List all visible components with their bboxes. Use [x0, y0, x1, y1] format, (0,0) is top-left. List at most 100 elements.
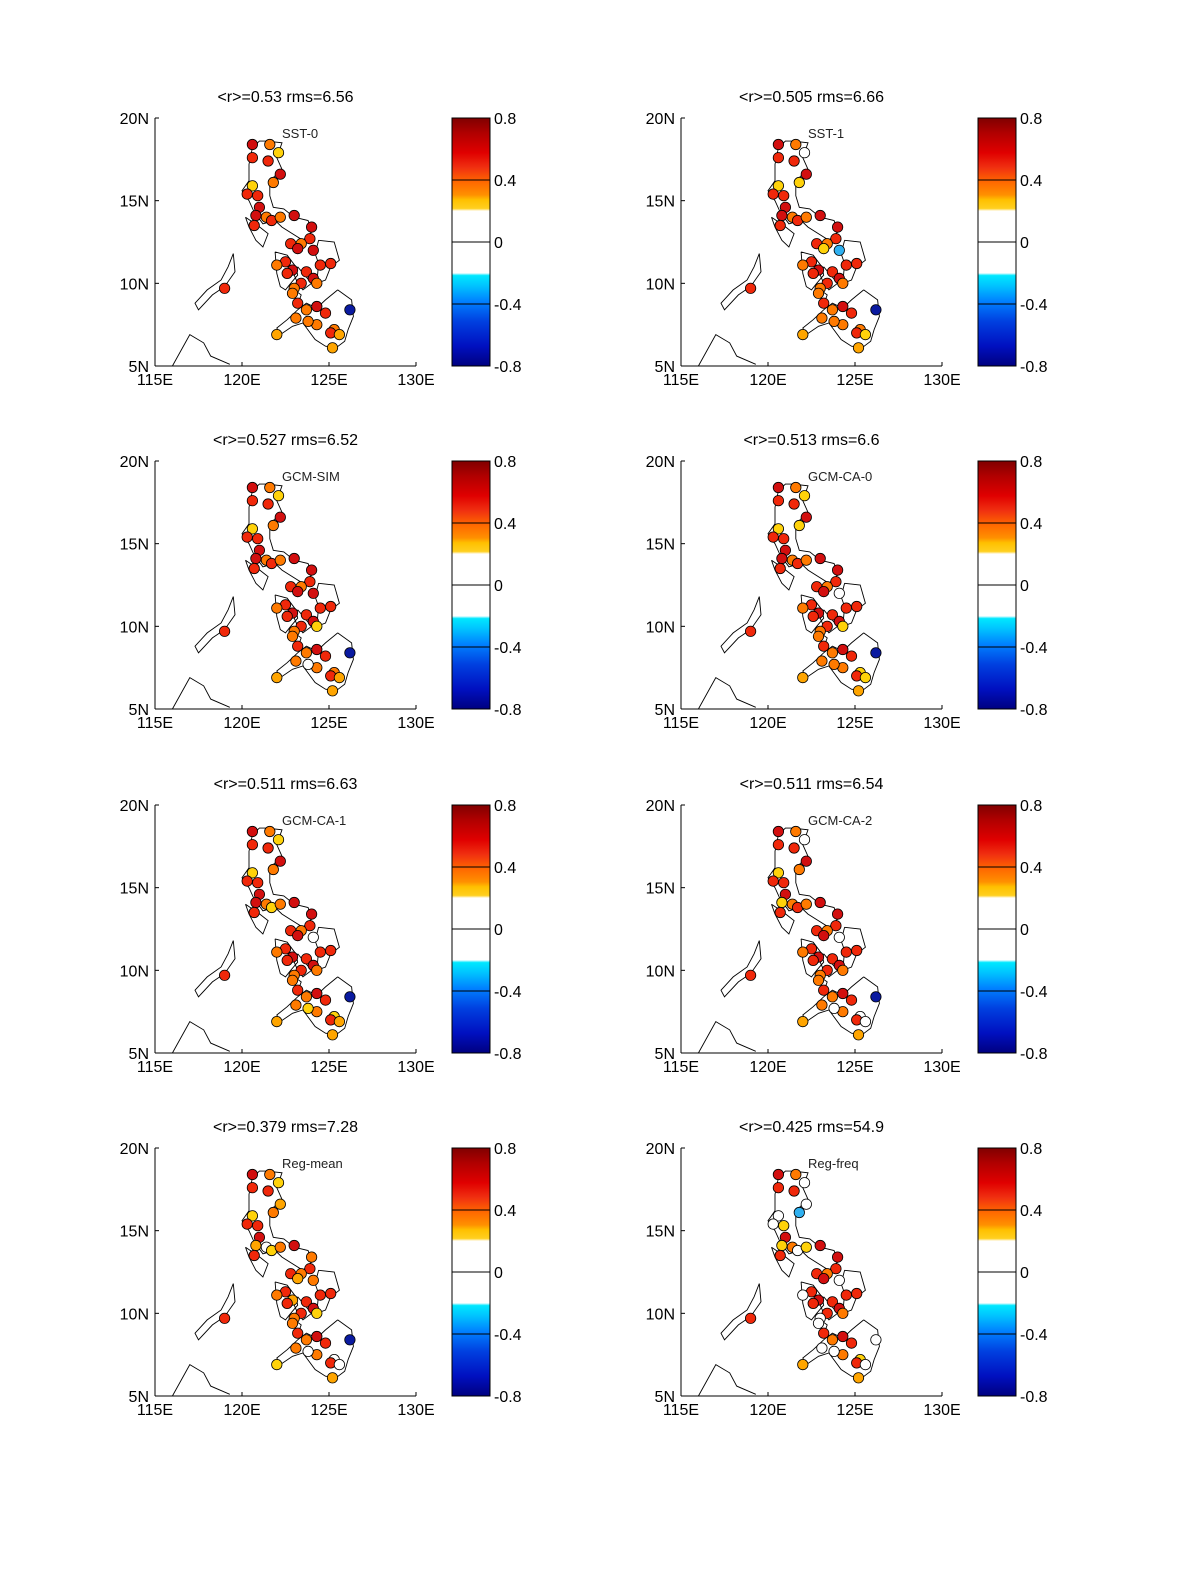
coastline-3 [194, 940, 236, 998]
station-marker [307, 587, 319, 599]
station-marker [833, 931, 845, 943]
station-marker [772, 180, 785, 192]
coastline-3 [720, 596, 762, 654]
y-tick-label: 20N [646, 454, 675, 471]
coastline-8 [802, 289, 880, 349]
station-marker [818, 929, 830, 942]
station-marker [248, 219, 260, 232]
station-marker [826, 1334, 839, 1346]
station-marker [831, 908, 844, 920]
station-marker [252, 190, 264, 202]
panel-title: <r>=0.505 rms=6.66 [739, 89, 884, 106]
x-tick-label: 115E [663, 1402, 699, 1419]
colorbar-tick-label: -0.8 [494, 1046, 522, 1063]
x-tick-label: 125E [310, 715, 347, 732]
y-tick-label: 5N [655, 359, 675, 376]
station-marker [241, 531, 253, 543]
panel-title: <r>=0.511 rms=6.63 [214, 776, 358, 793]
y-tick-label: 5N [129, 702, 149, 719]
station-marker [264, 138, 276, 151]
station-marker [816, 999, 828, 1011]
panel-label: SST-0 [282, 126, 318, 141]
colorbar-tick-label: -0.4 [1020, 640, 1048, 657]
station-marker [274, 1241, 286, 1253]
y-tick-label: 10N [646, 619, 675, 636]
colorbar-tick-label: -0.8 [1020, 1389, 1048, 1406]
station-marker [333, 1015, 345, 1028]
station-marker [790, 138, 802, 151]
station-marker [772, 825, 785, 838]
station-marker [772, 152, 785, 164]
coastline-3 [194, 253, 236, 311]
station-marker [859, 671, 872, 684]
station-marker [828, 1002, 840, 1015]
station-marker [271, 1015, 283, 1028]
station-marker [286, 974, 299, 986]
colorbar-tick-label: 0.4 [1020, 173, 1042, 190]
station-marker [772, 138, 785, 151]
station-marker [830, 1263, 842, 1275]
colorbar-tick-label: 0 [1020, 1265, 1029, 1282]
x-tick-label: 120E [749, 715, 786, 732]
station-marker [800, 1198, 812, 1210]
station-marker [281, 954, 293, 967]
coastline-6 [314, 1269, 340, 1314]
station-marker [816, 655, 828, 667]
y-tick-label: 5N [129, 1389, 149, 1406]
station-marker [252, 1220, 264, 1232]
station-marker [793, 176, 805, 189]
station-marker [814, 1239, 826, 1252]
colorbar-tick-label: 0.8 [1020, 798, 1042, 815]
station-marker [826, 647, 839, 659]
colorbar-tick-label: -0.4 [1020, 984, 1048, 1001]
station-marker [870, 991, 882, 1003]
station-marker [767, 531, 779, 543]
station-marker [286, 1317, 299, 1329]
colorbar-tick-label: 0.4 [494, 1203, 516, 1220]
station-marker [852, 685, 865, 697]
station-marker [818, 640, 830, 652]
station-marker [271, 1289, 283, 1301]
colorbar-tick-label: -0.8 [494, 1389, 522, 1406]
station-marker [845, 307, 858, 319]
y-tick-label: 10N [120, 963, 149, 980]
station-marker [281, 610, 293, 623]
coastline-3 [720, 940, 762, 998]
colorbar-tick-label: 0 [494, 922, 503, 939]
station-marker [845, 650, 858, 662]
y-tick-label: 15N [646, 194, 675, 211]
colorbar-tick-label: 0 [494, 578, 503, 595]
station-marker [286, 287, 299, 299]
station-marker [219, 625, 231, 637]
station-marker [305, 908, 318, 920]
x-tick-label: 130E [923, 715, 960, 732]
station-marker [837, 277, 849, 289]
colorbar-tick-label: 0.4 [494, 173, 516, 190]
station-marker [851, 257, 863, 270]
station-marker [264, 1168, 276, 1181]
panel-title: <r>=0.425 rms=54.9 [739, 1119, 884, 1136]
station-marker [812, 1317, 825, 1329]
station-marker [344, 991, 356, 1003]
station-marker [314, 1289, 326, 1301]
colorbar-tick-label: 0.8 [494, 454, 516, 471]
station-marker [807, 610, 819, 623]
station-marker [300, 304, 312, 316]
y-tick-label: 5N [129, 359, 149, 376]
station-marker [250, 209, 262, 222]
station-marker [831, 221, 844, 233]
colorbar-tick-label: -0.8 [1020, 359, 1048, 376]
station-marker [790, 825, 802, 838]
colorbar-tick-label: 0 [494, 235, 503, 252]
station-marker [845, 1337, 858, 1349]
coastline-3 [720, 1283, 762, 1341]
x-tick-label: 130E [923, 372, 960, 389]
station-marker [246, 1210, 258, 1222]
station-marker [246, 138, 258, 151]
station-marker [274, 211, 286, 223]
station-marker [837, 1307, 849, 1319]
station-marker [807, 954, 819, 967]
y-tick-label: 10N [646, 1306, 675, 1323]
coastline-8 [802, 976, 880, 1036]
station-marker [814, 552, 826, 565]
